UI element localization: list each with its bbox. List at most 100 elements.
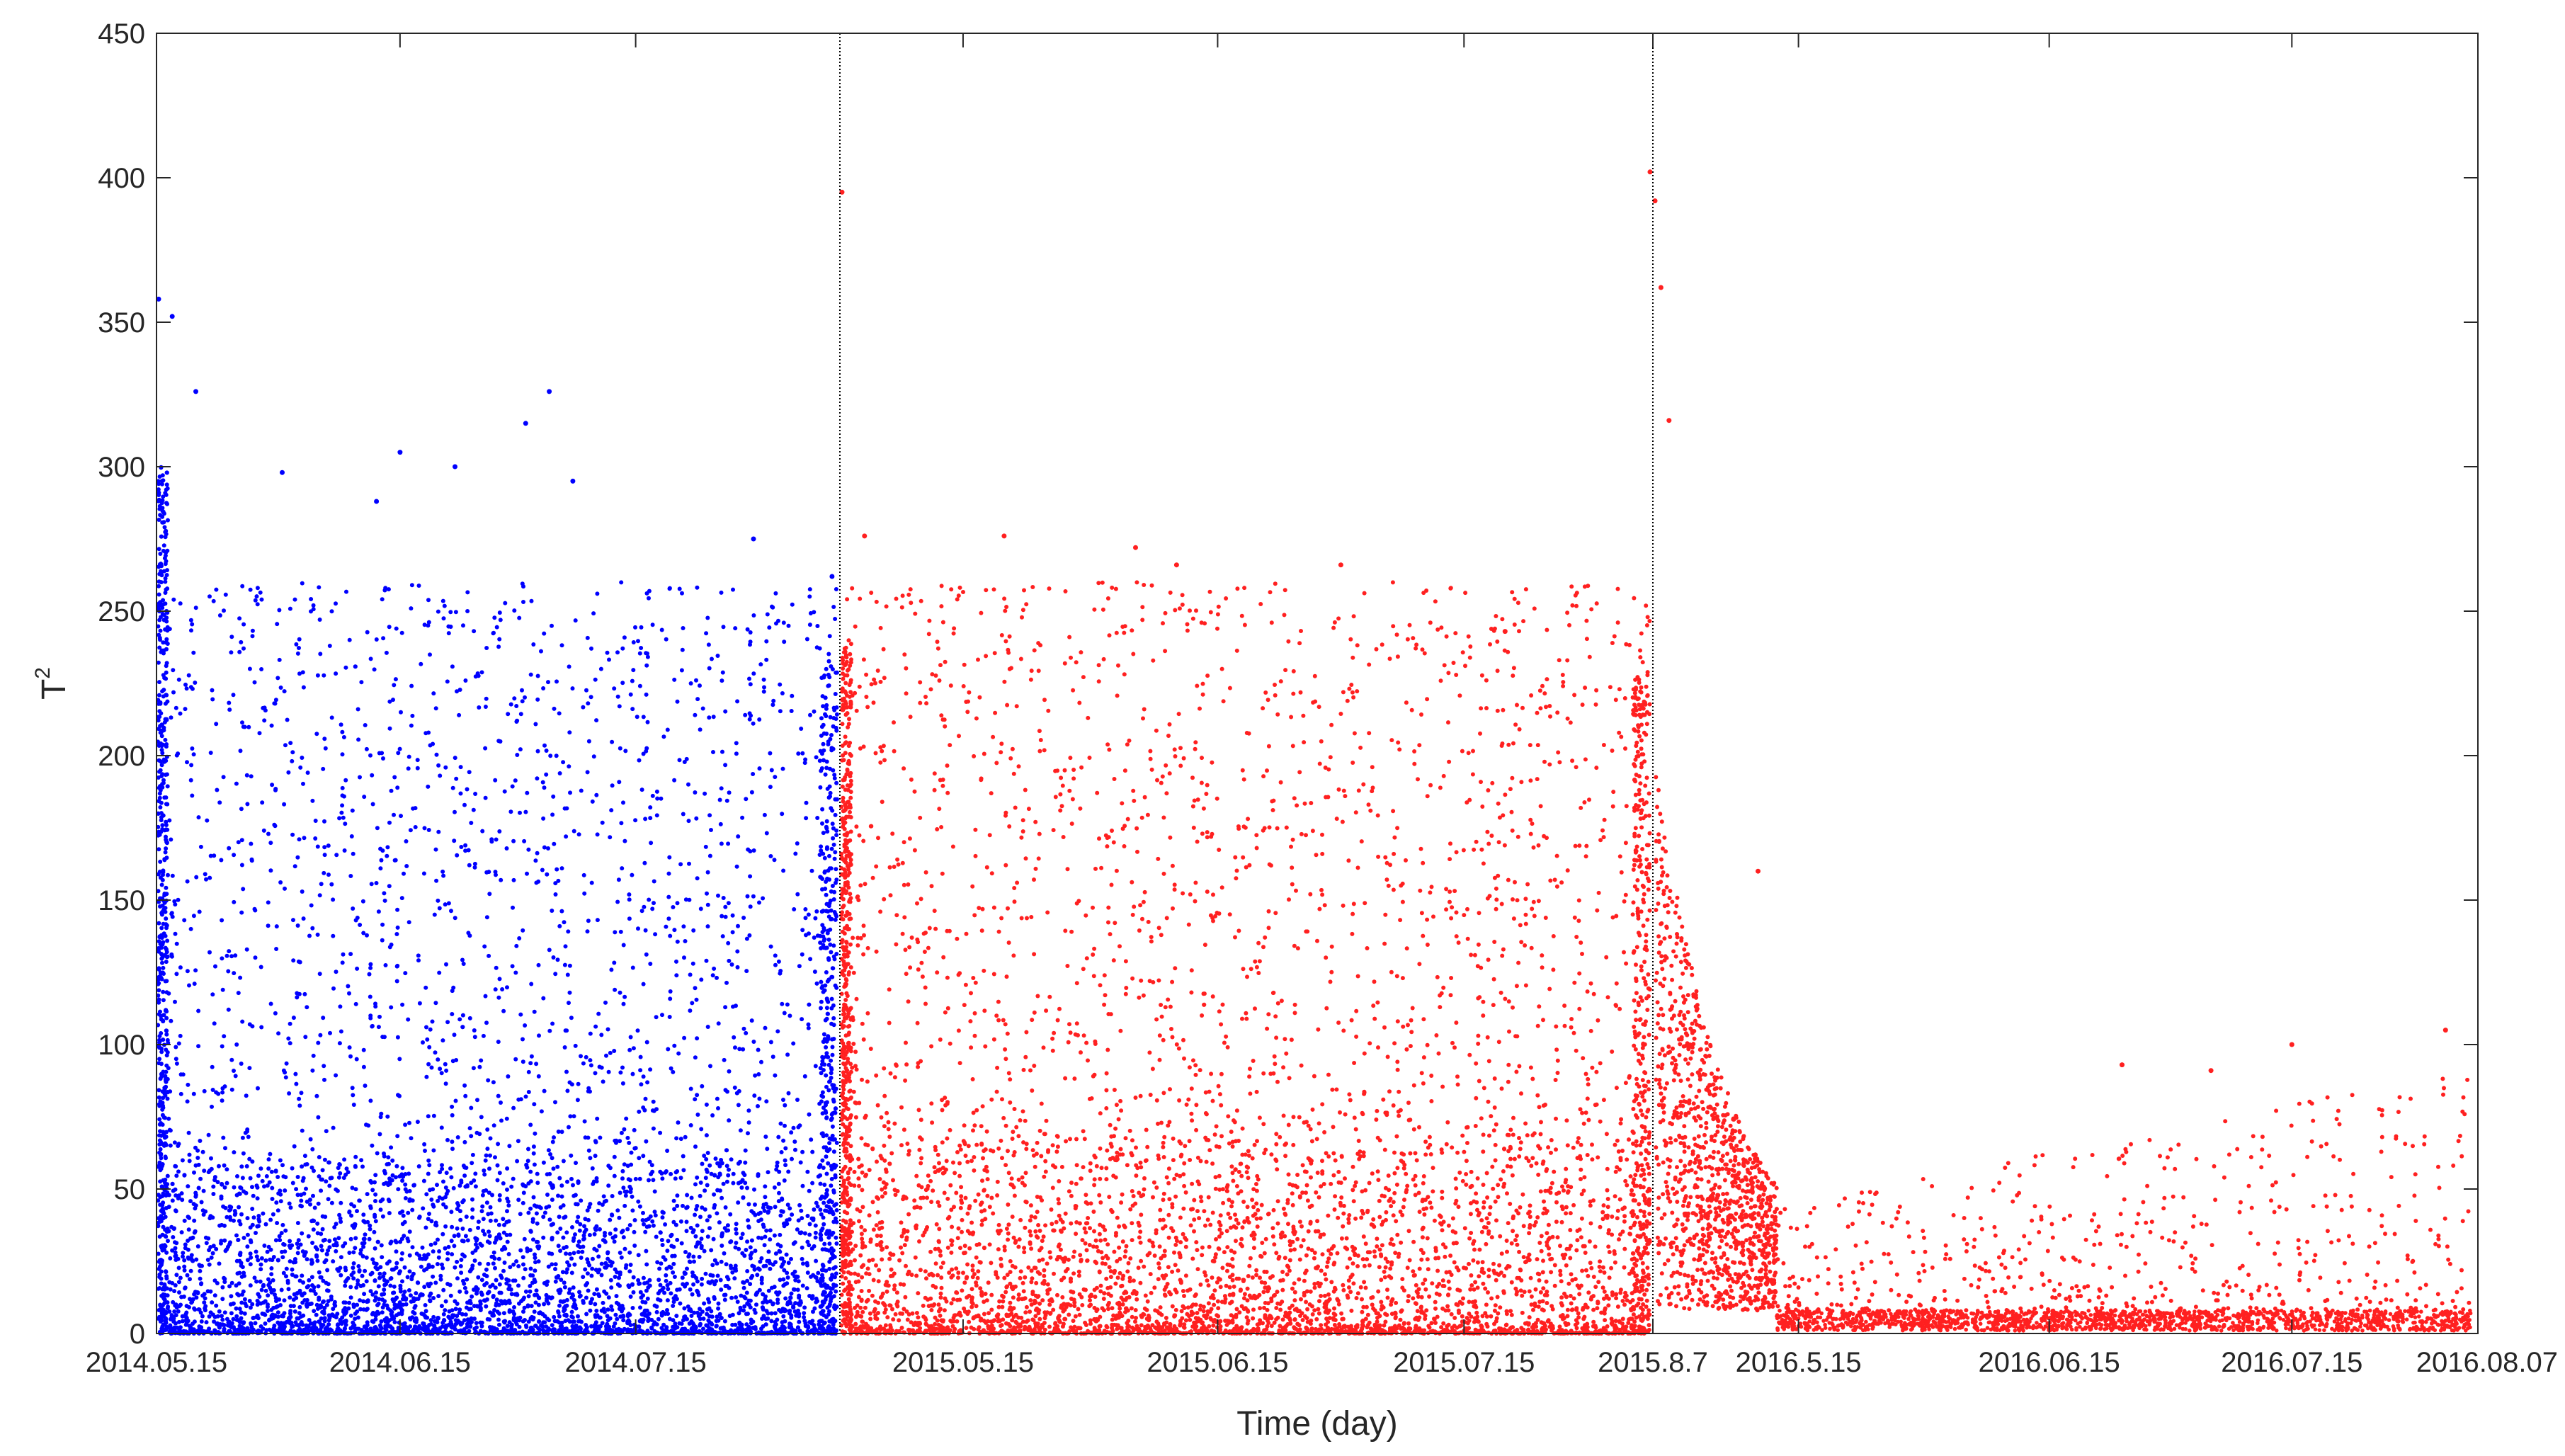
- data-point-2014: [590, 1256, 595, 1261]
- data-point-2014: [190, 746, 195, 751]
- data-point-2014: [368, 1289, 373, 1294]
- data-point-2014: [643, 1096, 648, 1101]
- data-point-2014: [633, 818, 638, 823]
- data-point-2014: [174, 1273, 179, 1278]
- data-point-2014: [628, 1295, 633, 1299]
- data-point-2014: [693, 790, 698, 795]
- data-point-2014: [438, 1273, 443, 1278]
- data-point-2014: [637, 1109, 642, 1114]
- data-point-2014: [722, 1319, 727, 1324]
- data-point-2014: [370, 802, 375, 807]
- data-point-2014: [620, 1176, 625, 1181]
- data-point-2014: [535, 1244, 540, 1249]
- data-point-2014: [309, 1301, 314, 1306]
- data-point-2014: [593, 677, 598, 682]
- data-point-2014: [217, 1309, 222, 1314]
- data-point-2014: [377, 1014, 382, 1019]
- data-point-2014: [546, 1326, 551, 1331]
- data-point-2014: [362, 1292, 367, 1297]
- data-point-2014: [630, 1282, 635, 1287]
- data-point-2014: [182, 1264, 187, 1269]
- data-point-2014: [621, 1001, 626, 1006]
- data-point-2014: [397, 1057, 402, 1062]
- data-point-2014: [665, 1149, 670, 1153]
- data-point-2014: [450, 664, 455, 669]
- data-point-2014: [535, 673, 540, 678]
- data-point-2014: [722, 1292, 727, 1297]
- data-point-2014: [541, 996, 546, 1001]
- data-point-2014: [753, 1073, 758, 1078]
- data-point-2014: [518, 1212, 523, 1217]
- data-point-2014: [700, 1309, 705, 1314]
- data-point-2014: [637, 683, 642, 688]
- data-point-2014: [337, 816, 342, 821]
- data-point-2014: [719, 590, 724, 595]
- data-point-2014: [284, 1266, 289, 1271]
- data-point-2014: [196, 815, 201, 820]
- data-point-2014: [351, 1261, 356, 1266]
- data-point-2014: [510, 964, 515, 969]
- data-point-2014: [455, 1226, 460, 1231]
- data-point-2014: [470, 1161, 474, 1166]
- data-point-2014: [638, 1054, 643, 1059]
- data-point-2014: [261, 1300, 266, 1305]
- data-point-2014: [681, 626, 686, 630]
- data-point-2014: [613, 987, 618, 992]
- data-point-2014: [487, 953, 491, 958]
- data-point-2014: [210, 1088, 215, 1092]
- data-point-2014: [186, 1255, 190, 1260]
- data-point-2014: [695, 1175, 700, 1180]
- data-point-2014: [730, 913, 735, 918]
- data-point-2014: [781, 1138, 786, 1143]
- data-point-2014: [694, 678, 698, 683]
- data-point-2014: [573, 1232, 577, 1237]
- data-point-2014: [326, 843, 331, 848]
- data-point-2014: [563, 1215, 568, 1219]
- data-point-2014: [263, 1258, 268, 1263]
- data-point-2014: [420, 1245, 425, 1250]
- data-point-2014: [813, 1230, 818, 1235]
- data-point-2014: [339, 1029, 343, 1034]
- data-point-2014: [203, 1296, 207, 1301]
- data-point-2014: [576, 1215, 581, 1219]
- data-point-2014: [802, 1231, 807, 1236]
- data-point-2014: [614, 1300, 619, 1305]
- data-point-2014: [762, 812, 767, 817]
- data-point-2014: [291, 918, 295, 923]
- data-point-2014: [487, 1229, 491, 1234]
- data-point-2014: [450, 1104, 455, 1109]
- data-point-2014: [486, 1078, 491, 1083]
- data-point-2014: [593, 1313, 598, 1318]
- data-point-2014: [648, 962, 653, 966]
- data-point-2014: [394, 964, 399, 969]
- data-point-2014: [456, 1232, 461, 1237]
- data-point-2014: [667, 586, 672, 591]
- data-point-2014: [270, 1185, 275, 1190]
- data-point-2014: [759, 1256, 764, 1261]
- data-point-2014: [309, 1275, 314, 1280]
- data-point-2014: [641, 715, 646, 720]
- data-point-2014: [595, 591, 600, 596]
- data-point-2014: [396, 751, 401, 756]
- data-point-2014: [780, 812, 785, 817]
- data-point-2014: [734, 1227, 739, 1232]
- data-point-2014: [166, 1116, 171, 1121]
- data-point-2014: [322, 1077, 326, 1082]
- data-point-2014: [321, 1299, 325, 1304]
- data-point-2014: [516, 1283, 521, 1288]
- data-point-2014: [462, 1254, 467, 1258]
- data-point-2014: [358, 1284, 363, 1288]
- data-point-2014: [501, 1181, 506, 1185]
- data-point-2014: [803, 916, 808, 921]
- data-point-2014: [717, 797, 722, 802]
- data-point-2014: [250, 1185, 254, 1190]
- data-point-2014: [761, 1224, 766, 1229]
- data-point-2014: [211, 1192, 216, 1196]
- data-point-2014: [552, 1314, 557, 1319]
- data-point-2014: [540, 1312, 545, 1316]
- data-point-2014: [440, 1232, 445, 1236]
- data-point-2014: [229, 635, 234, 639]
- data-point-2014: [180, 1158, 185, 1163]
- data-point-2014: [547, 948, 552, 952]
- data-point-2014: [392, 1320, 397, 1324]
